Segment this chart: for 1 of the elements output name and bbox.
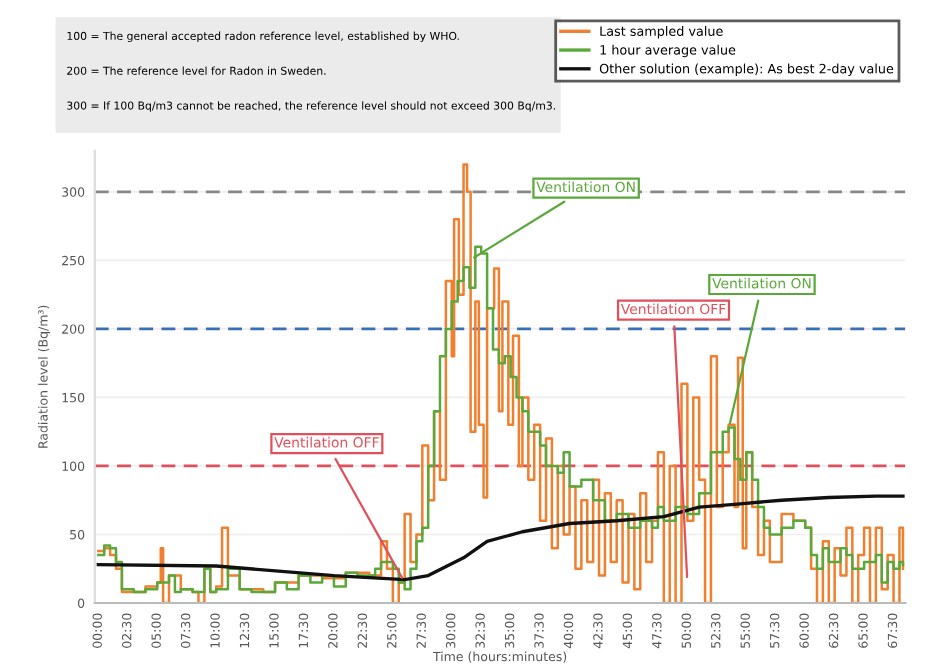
line-series [96,494,905,582]
